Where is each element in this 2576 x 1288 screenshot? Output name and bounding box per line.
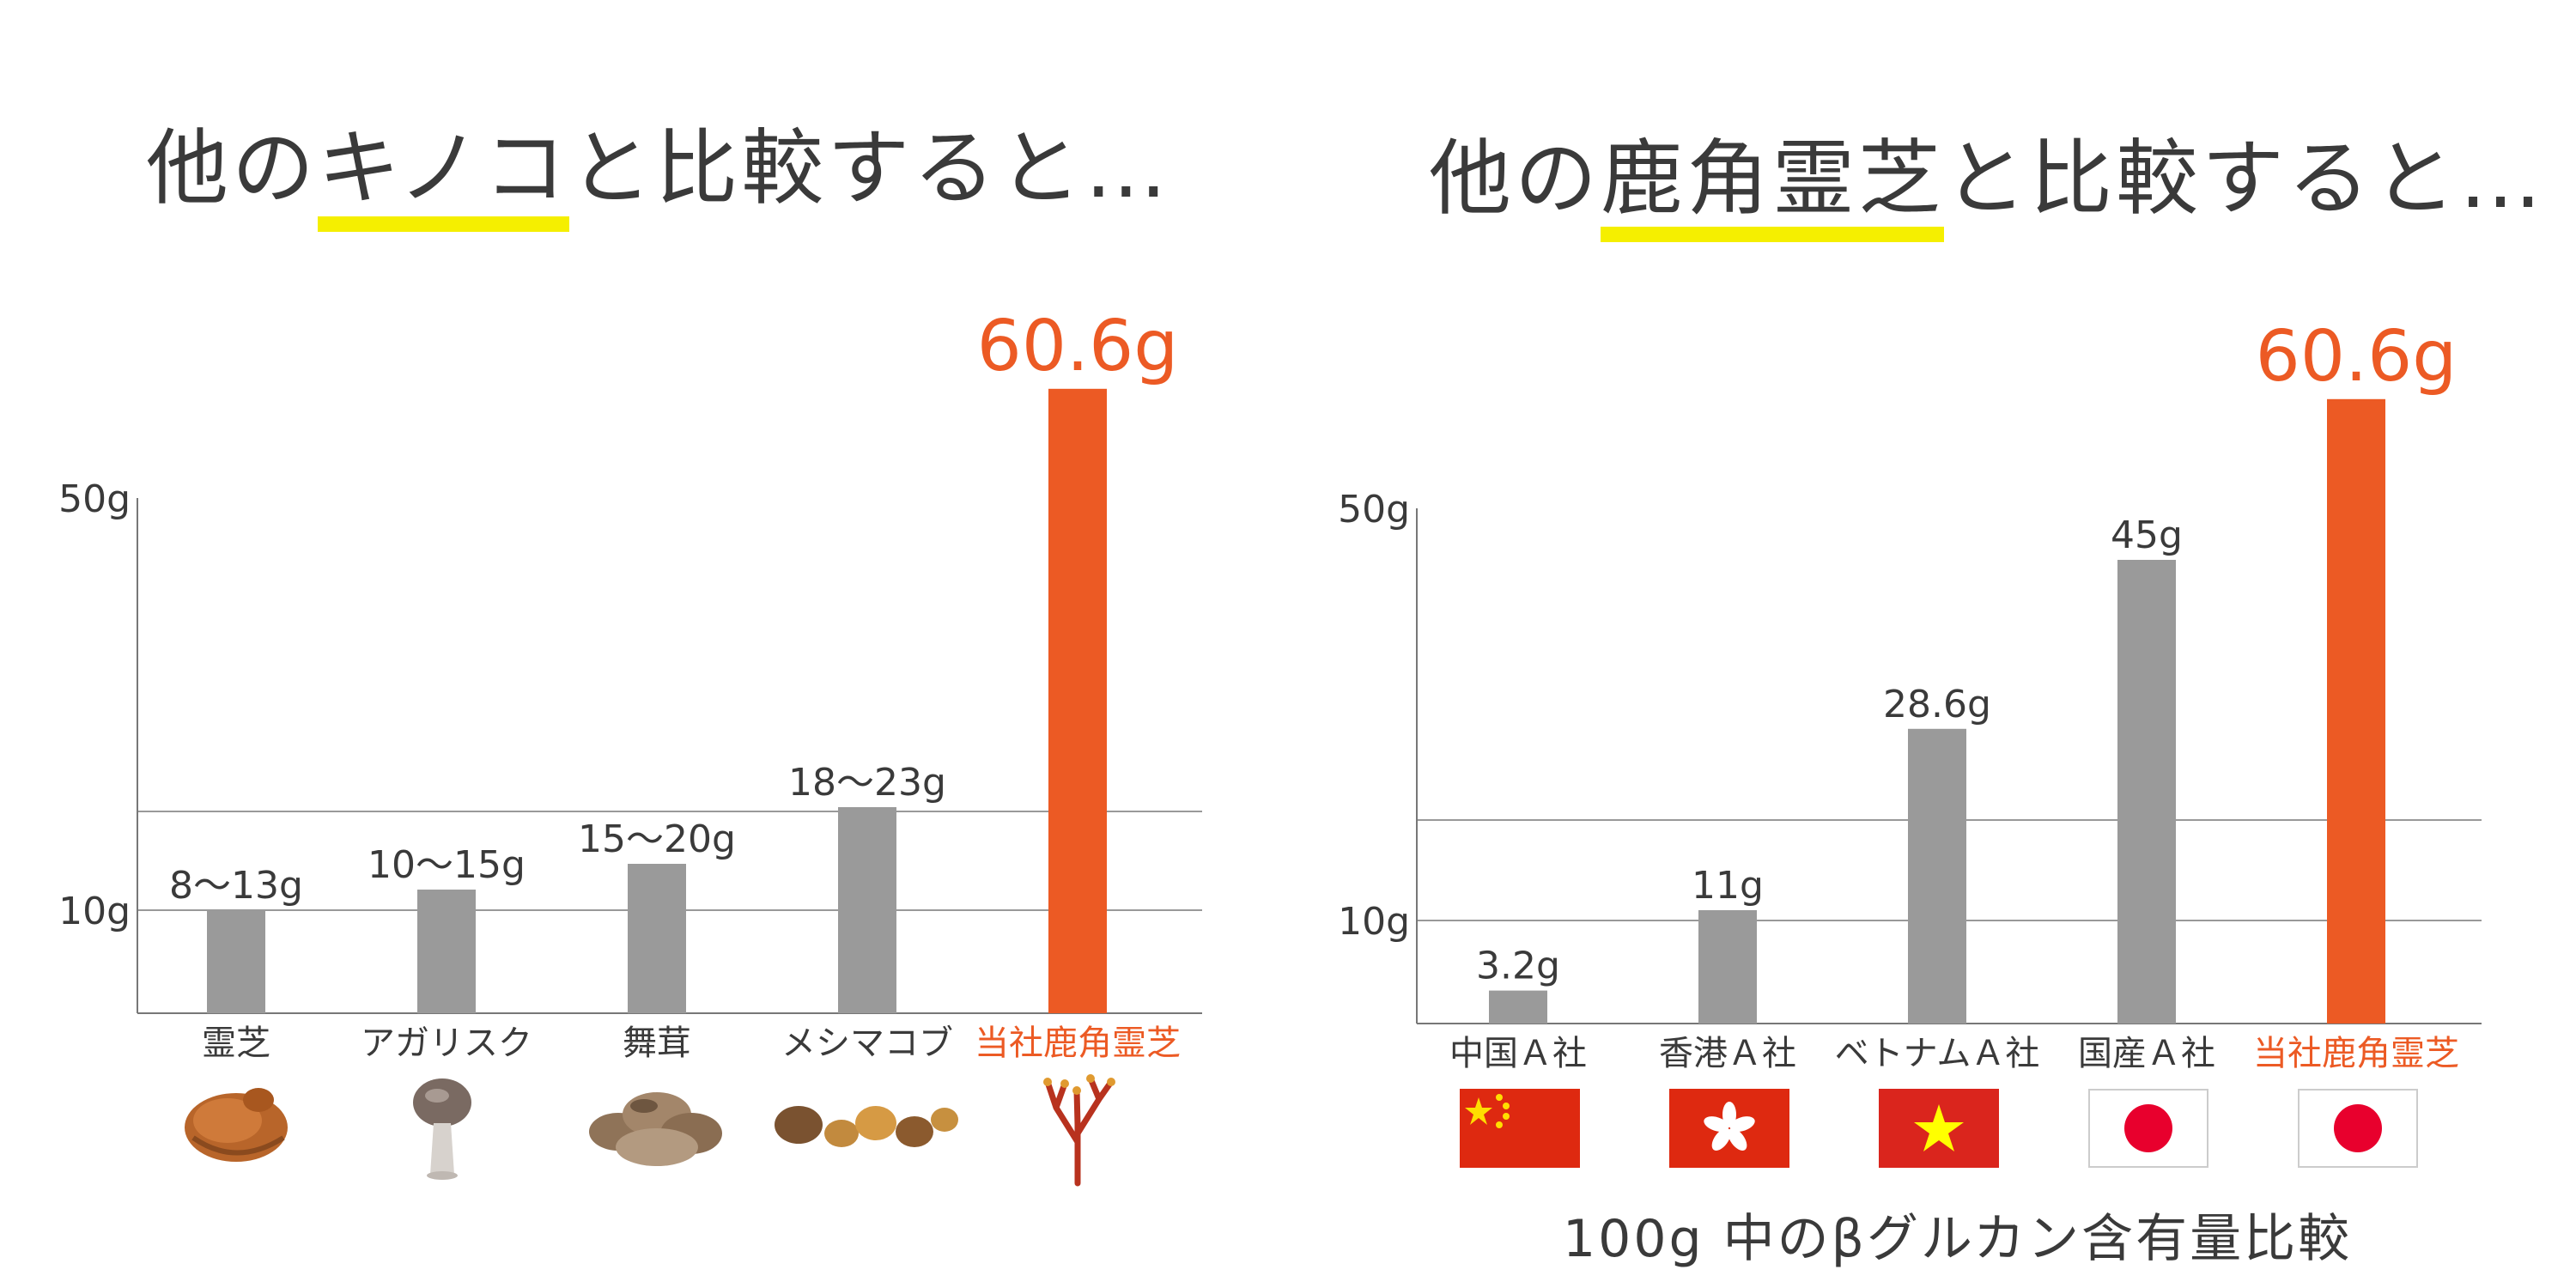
bar-value-label: 11g (1692, 864, 1764, 908)
category-label: 当社鹿角霊芝 (2253, 1034, 2459, 1073)
category-label: ベトナムＡ社 (1835, 1034, 2040, 1073)
category-label: 中国Ａ社 (1449, 1034, 1587, 1073)
category-label: メシマコブ (781, 1024, 953, 1063)
bar (417, 890, 476, 1013)
right-chart-title: 他の鹿角霊芝と比較すると… (1429, 131, 2545, 242)
bar-value-label: 60.6g (2256, 316, 2458, 398)
category-label: 当社鹿角霊芝 (975, 1024, 1181, 1063)
y-tick-label: 10g (1338, 900, 1410, 944)
agaricus-mushroom-icon (413, 1078, 471, 1180)
bar (628, 864, 686, 1013)
bar-value-label: 18〜23g (788, 761, 946, 805)
bar (1908, 728, 1966, 1024)
chart-caption: 100g 中のβグルカン含有量比較 (1563, 1209, 2353, 1269)
bar-value-label: 10〜15g (368, 843, 526, 887)
japan-flag-icon (2088, 1089, 2208, 1168)
right-title-emphasis: 鹿角霊芝 (1601, 131, 1944, 242)
bar (207, 910, 265, 1013)
category-label: 香港Ａ社 (1659, 1034, 1796, 1073)
vietnam-flag-icon (1879, 1089, 1999, 1168)
maitake-mushroom-icon (589, 1092, 722, 1166)
y-tick-label: 50g (1338, 488, 1410, 532)
bar-value-label: 45g (2111, 513, 2183, 557)
bar-value-label: 8〜13g (169, 864, 303, 908)
y-tick-label: 10g (58, 890, 131, 933)
category-label: 国産Ａ社 (2078, 1034, 2215, 1073)
bar-value-label: 3.2g (1476, 945, 1560, 988)
china-flag-icon (1460, 1089, 1580, 1168)
hong-kong-flag-icon (1669, 1089, 1789, 1168)
category-label: アガリスク (361, 1024, 532, 1063)
antler-reishi-icon (1043, 1074, 1115, 1187)
left-chart-title: 他のキノコと比較すると… (146, 120, 1170, 232)
category-label: 霊芝 (202, 1024, 270, 1063)
bar-value-label: 28.6g (1883, 683, 1991, 726)
category-label: 舞茸 (623, 1024, 691, 1063)
bar (838, 807, 896, 1013)
left-title-post: と比較すると… (569, 120, 1171, 216)
bar (1489, 990, 1547, 1024)
highlight-bar (2327, 398, 2385, 1024)
bar (2117, 560, 2176, 1024)
left-title-emphasis: キノコ (318, 120, 570, 232)
meshimakobu-mushroom-icon (775, 1106, 958, 1147)
right-title-pre: 他の (1429, 131, 1601, 227)
highlight-bar (1048, 388, 1107, 1013)
y-tick-label: 50g (58, 477, 131, 521)
bar (1698, 910, 1757, 1024)
right-title-post: と比較すると… (1944, 131, 2545, 227)
japan-flag-icon (2298, 1089, 2418, 1168)
left-title-pre: 他の (146, 120, 318, 216)
reishi-mushroom-icon (185, 1088, 288, 1162)
bar-value-label: 15〜20g (578, 817, 736, 861)
bar-value-label: 60.6g (977, 306, 1179, 387)
